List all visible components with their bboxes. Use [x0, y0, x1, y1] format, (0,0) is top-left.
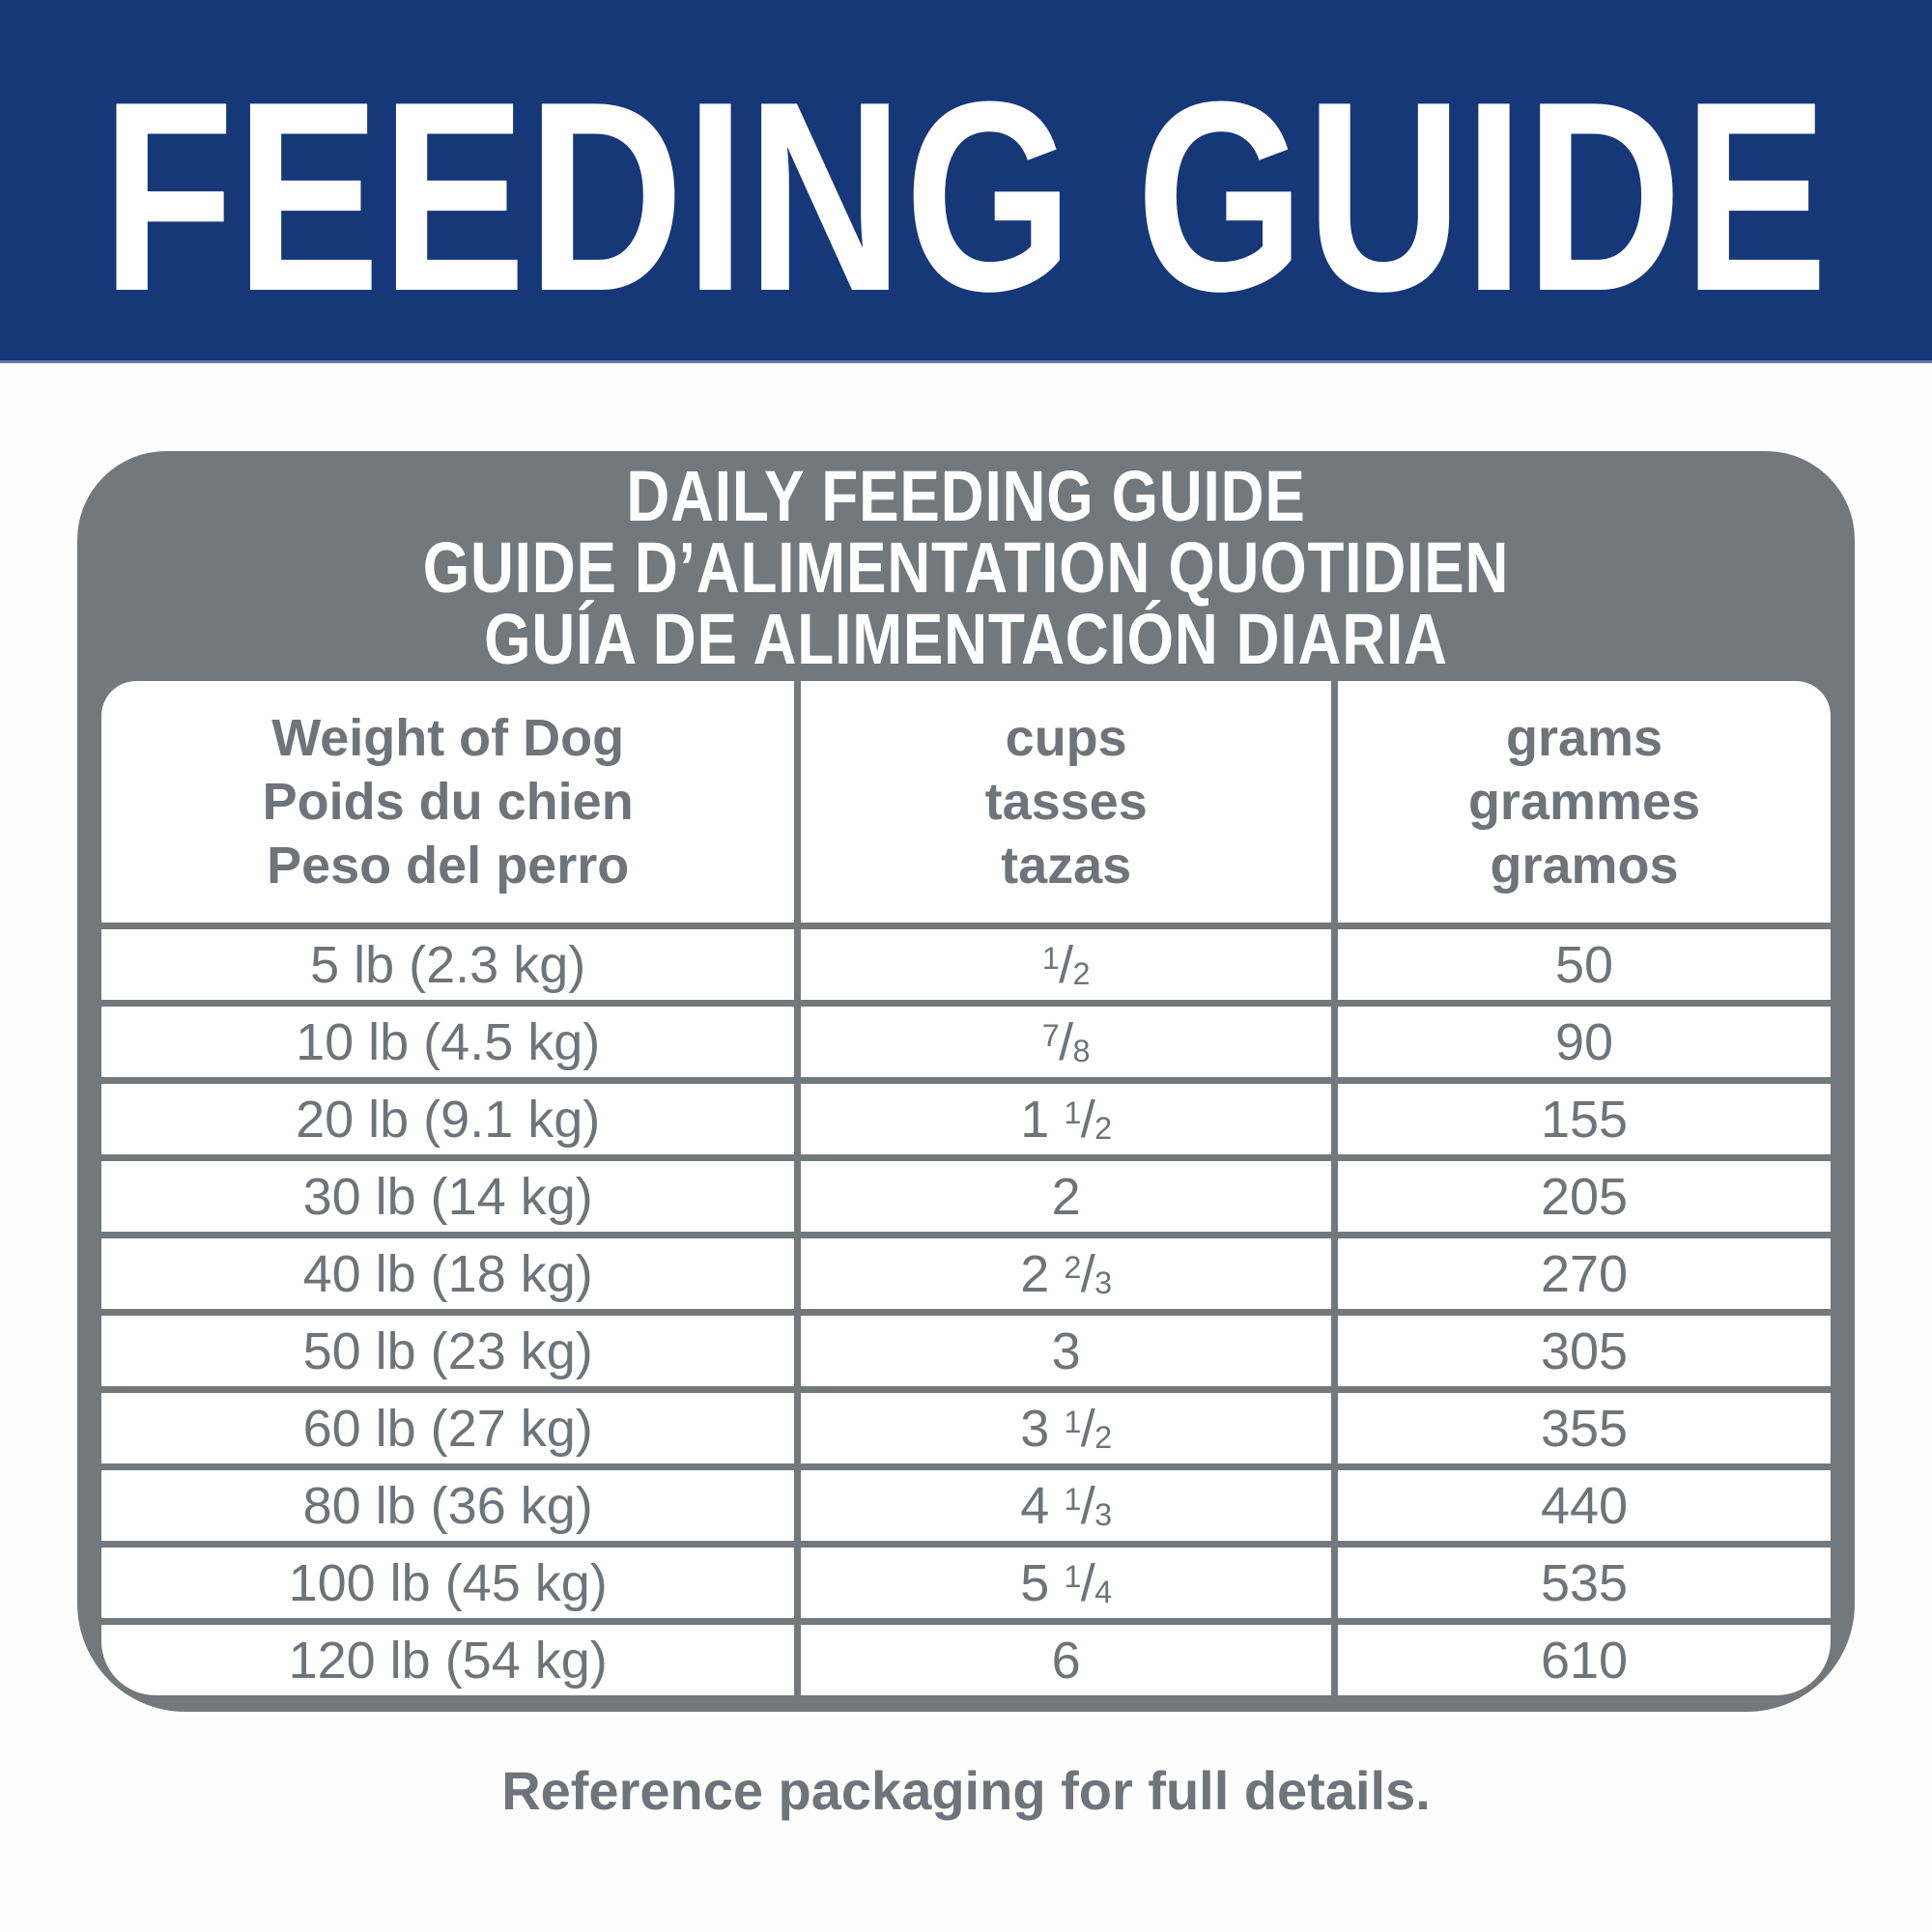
- cups-cell: 5 1/4: [801, 1548, 1332, 1618]
- grams-cell: 205: [1338, 1161, 1831, 1232]
- fraction: 7/8: [1041, 1012, 1091, 1071]
- weight-cell: 80 lb (36 kg): [101, 1470, 795, 1541]
- table-row: 50 lb (23 kg) 3 305: [101, 1316, 1831, 1386]
- feeding-table: Weight of Dog Poids du chien Peso del pe…: [101, 681, 1831, 1695]
- column-header-line: gramos: [1490, 837, 1679, 895]
- weight-cell: 50 lb (23 kg): [101, 1316, 795, 1386]
- column-header-line: Peso del perro: [267, 837, 630, 895]
- grams-cell: 355: [1338, 1393, 1831, 1463]
- table-row: 40 lb (18 kg) 2 2/3 270: [101, 1238, 1831, 1309]
- fraction: 1/4: [1064, 1553, 1113, 1612]
- page-title: FEEDING GUIDE: [101, 46, 1831, 348]
- daily-feeding-card: DAILY FEEDING GUIDE GUIDE D’ALIMENTATION…: [77, 451, 1855, 1712]
- fraction: 1/2: [1041, 935, 1091, 994]
- table-row: 30 lb (14 kg) 2 205: [101, 1161, 1831, 1232]
- column-header-line: grams: [1505, 709, 1663, 767]
- card-title: DAILY FEEDING GUIDE GUIDE D’ALIMENTATION…: [101, 461, 1831, 675]
- fraction: 1/2: [1064, 1399, 1113, 1458]
- weight-cell: 60 lb (27 kg): [101, 1393, 795, 1463]
- weight-cell: 5 lb (2.3 kg): [101, 929, 795, 1000]
- cups-cell: 3 1/2: [801, 1393, 1332, 1463]
- column-header-line: Poids du chien: [262, 773, 634, 831]
- table-row: 20 lb (9.1 kg) 1 1/2 155: [101, 1084, 1831, 1154]
- table-row: 10 lb (4.5 kg) 7/8 90: [101, 1007, 1831, 1077]
- cups-cell: 1 1/2: [801, 1084, 1332, 1154]
- fraction: 1/2: [1064, 1090, 1113, 1149]
- cups-cell: 2: [801, 1161, 1332, 1232]
- weight-cell: 20 lb (9.1 kg): [101, 1084, 795, 1154]
- cups-column-header: cups tasses tazas: [801, 681, 1332, 923]
- table-row: 60 lb (27 kg) 3 1/2 355: [101, 1393, 1831, 1463]
- grams-column-header: grams grammes gramos: [1338, 681, 1831, 923]
- banner: FEEDING GUIDE: [0, 0, 1932, 363]
- grams-cell: 305: [1338, 1316, 1831, 1386]
- grams-cell: 270: [1338, 1238, 1831, 1309]
- fraction: 1/3: [1064, 1476, 1113, 1535]
- card-title-fr: GUIDE D’ALIMENTATION QUOTIDIEN: [422, 527, 1510, 608]
- fraction: 2/3: [1064, 1244, 1113, 1303]
- cups-cell: 3: [801, 1316, 1332, 1386]
- weight-cell: 40 lb (18 kg): [101, 1238, 795, 1309]
- table-row: 5 lb (2.3 kg) 1/2 50: [101, 929, 1831, 1000]
- table-row: 80 lb (36 kg) 4 1/3 440: [101, 1470, 1831, 1541]
- grams-cell: 155: [1338, 1084, 1831, 1154]
- cups-cell: 7/8: [801, 1007, 1332, 1077]
- column-header-line: Weight of Dog: [271, 709, 625, 767]
- column-header-line: tasses: [984, 773, 1148, 831]
- column-header-line: grammes: [1467, 773, 1701, 831]
- grams-cell: 440: [1338, 1470, 1831, 1541]
- cups-cell: 1/2: [801, 929, 1332, 1000]
- weight-cell: 10 lb (4.5 kg): [101, 1007, 795, 1077]
- weight-column-header: Weight of Dog Poids du chien Peso del pe…: [101, 681, 795, 923]
- weight-cell: 100 lb (45 kg): [101, 1548, 795, 1618]
- weight-cell: 120 lb (54 kg): [101, 1625, 795, 1695]
- grams-cell: 50: [1338, 929, 1831, 1000]
- footnote: Reference packaging for full details.: [501, 1760, 1431, 1821]
- column-header-line: cups: [1005, 709, 1127, 767]
- cups-cell: 6: [801, 1625, 1332, 1695]
- card-title-es: GUÍA DE ALIMENTACIÓN DIARIA: [484, 599, 1448, 679]
- card-title-en: DAILY FEEDING GUIDE: [626, 456, 1306, 536]
- cups-cell: 2 2/3: [801, 1238, 1332, 1309]
- grams-cell: 90: [1338, 1007, 1831, 1077]
- grams-cell: 535: [1338, 1548, 1831, 1618]
- cups-cell: 4 1/3: [801, 1470, 1332, 1541]
- grams-cell: 610: [1338, 1625, 1831, 1695]
- weight-cell: 30 lb (14 kg): [101, 1161, 795, 1232]
- table-row: 100 lb (45 kg) 5 1/4 535: [101, 1548, 1831, 1618]
- table-row: 120 lb (54 kg) 6 610: [101, 1625, 1831, 1695]
- table-header-row: Weight of Dog Poids du chien Peso del pe…: [101, 681, 1831, 923]
- column-header-line: tazas: [1001, 837, 1132, 895]
